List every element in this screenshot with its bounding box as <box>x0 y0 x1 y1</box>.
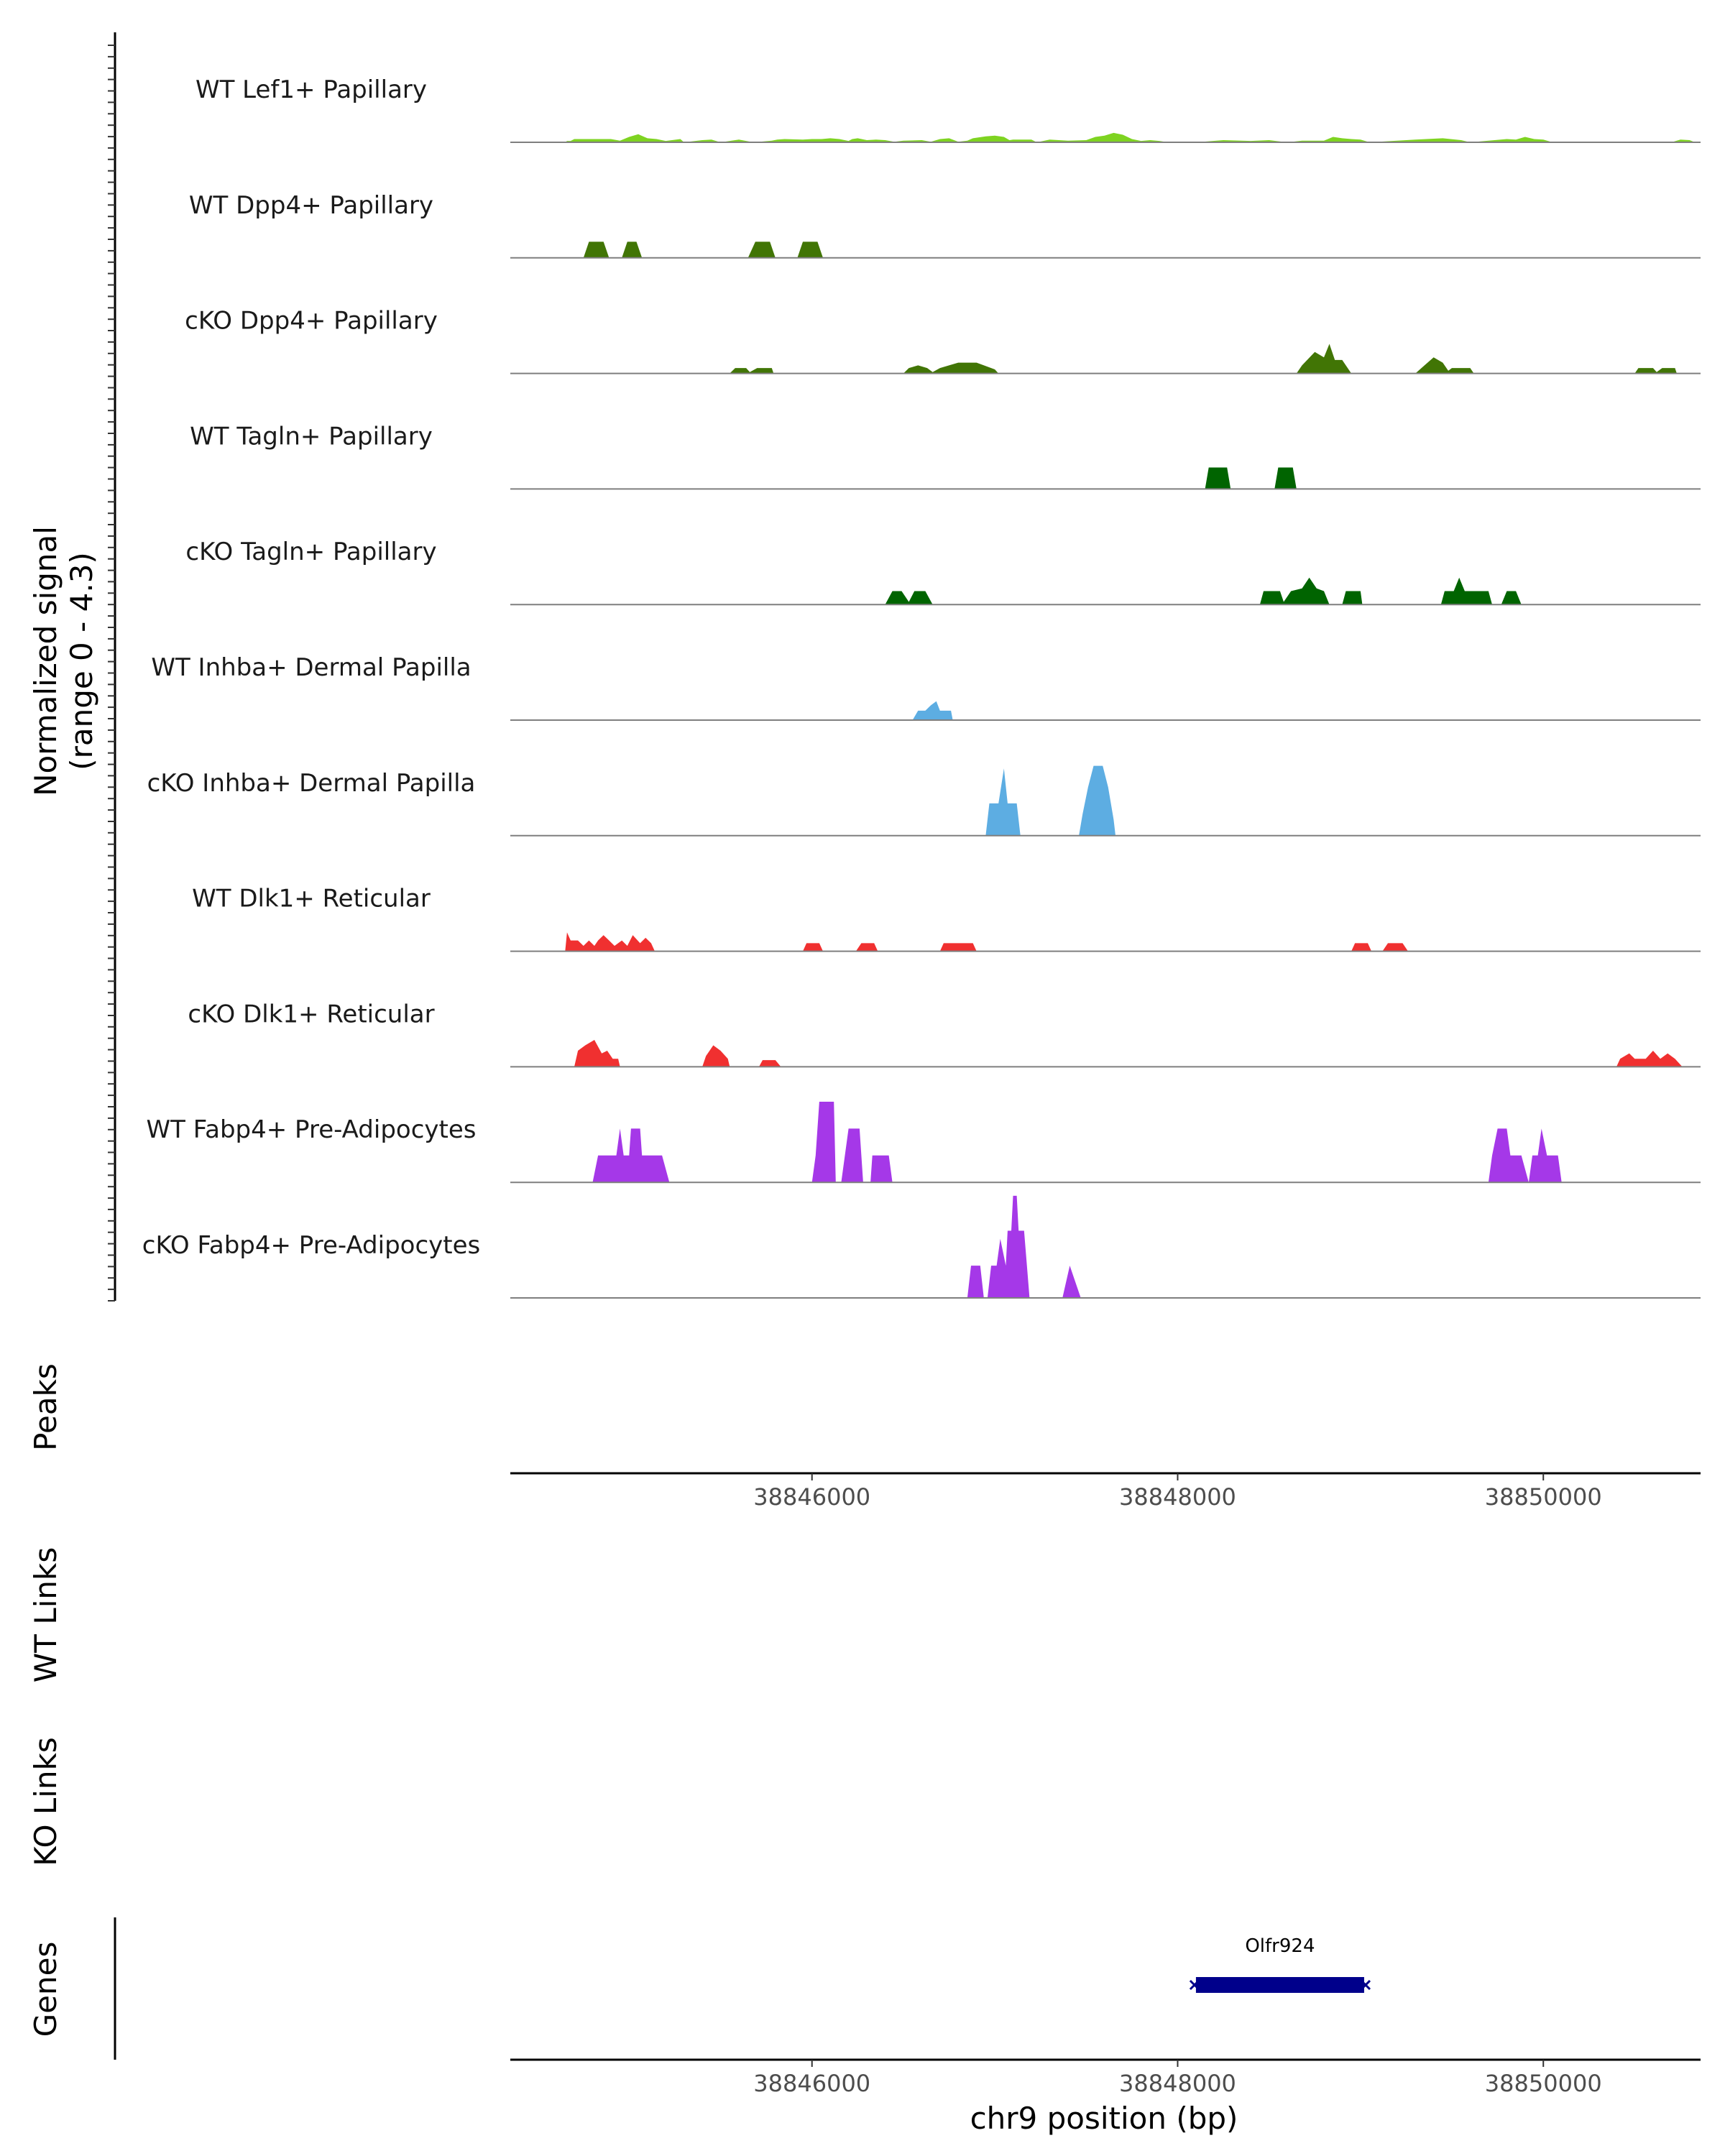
coverage-track: cKO Tagln+ Papillary <box>185 538 1701 606</box>
coverage-track: WT Tagln+ Papillary <box>190 422 1701 490</box>
track-label: WT Dlk1+ Reticular <box>192 885 431 913</box>
coverage-area <box>565 132 1696 142</box>
gene-strand-marker <box>1189 1979 1200 1991</box>
track-label: cKO Inhba+ Dermal Papilla <box>147 769 476 798</box>
track-label: WT Tagln+ Papillary <box>190 422 433 451</box>
coverage-area <box>985 765 1123 836</box>
coverage-area <box>574 1040 1690 1067</box>
coverage-area <box>885 577 1544 605</box>
coverage-area <box>912 701 959 720</box>
x-tick-label: 38846000 <box>753 1483 870 1511</box>
x-tick-label: 38848000 <box>1119 2070 1236 2097</box>
coverage-track: cKO Inhba+ Dermal Papilla <box>147 765 1701 837</box>
coverage-track: WT Dpp4+ Papillary <box>189 191 1701 259</box>
gene-olfr924: Olfr924 <box>1189 1935 1371 1993</box>
wt-links-track-label: WT Links <box>28 1547 63 1682</box>
coverage-area <box>967 1195 1087 1298</box>
coverage-area <box>565 932 1416 952</box>
track-label: cKO Fabp4+ Pre-Adipocytes <box>142 1231 481 1260</box>
coverage-track: WT Dlk1+ Reticular <box>192 885 1701 952</box>
coverage-track: WT Lef1+ Papillary <box>196 75 1701 143</box>
track-label: WT Fabp4+ Pre-Adipocytes <box>147 1115 477 1144</box>
y-axis-range-label: (range 0 - 4.3) <box>64 552 99 770</box>
peaks-track-label: Peaks <box>28 1363 63 1451</box>
coverage-track: WT Fabp4+ Pre-Adipocytes <box>147 1102 1701 1184</box>
coverage-area <box>583 241 849 258</box>
track-label: cKO Dpp4+ Papillary <box>185 307 438 336</box>
x-tick-label: 38846000 <box>753 2070 870 2097</box>
coverage-area <box>592 1102 1581 1183</box>
gene-body <box>1195 1977 1364 1993</box>
coverage-track: cKO Dpp4+ Papillary <box>185 307 1701 374</box>
x-axis-title: chr9 position (bp) <box>970 2101 1238 2136</box>
x-tick-label: 38850000 <box>1485 2070 1602 2097</box>
coverage-y-axis <box>108 32 116 1302</box>
coverage-track: cKO Dlk1+ Reticular <box>188 1000 1701 1068</box>
gene-annotations: Olfr924 <box>1189 1935 1371 1993</box>
gene-name-label: Olfr924 <box>1245 1935 1315 1957</box>
coverage-area <box>730 344 1690 374</box>
track-label: cKO Tagln+ Papillary <box>185 538 436 566</box>
coverage-tracks: WT Lef1+ Papillary WT Dpp4+ Papillary cKO … <box>142 75 1701 1299</box>
coverage-area <box>1205 467 1306 489</box>
genes-x-axis: 38846000 38848000 38850000 <box>510 2058 1701 2097</box>
track-label: WT Lef1+ Papillary <box>196 75 427 104</box>
gene-end-marker <box>1360 1979 1371 1991</box>
coverage-track: WT Inhba+ Dermal Papilla <box>151 653 1701 721</box>
x-tick-label: 38850000 <box>1485 1483 1602 1511</box>
x-tick-label: 38848000 <box>1119 1483 1236 1511</box>
coverage-track: cKO Fabp4+ Pre-Adipocytes <box>142 1195 1701 1299</box>
y-axis-title: Normalized signal <box>28 526 63 796</box>
peaks-x-axis: 38846000 38848000 38850000 <box>510 1472 1701 1511</box>
genes-track-label: Genes <box>28 1942 63 2037</box>
ko-links-track-label: KO Links <box>28 1737 63 1866</box>
track-label: WT Dpp4+ Papillary <box>189 191 433 220</box>
track-label: cKO Dlk1+ Reticular <box>188 1000 434 1028</box>
track-label: WT Inhba+ Dermal Papilla <box>151 653 471 682</box>
